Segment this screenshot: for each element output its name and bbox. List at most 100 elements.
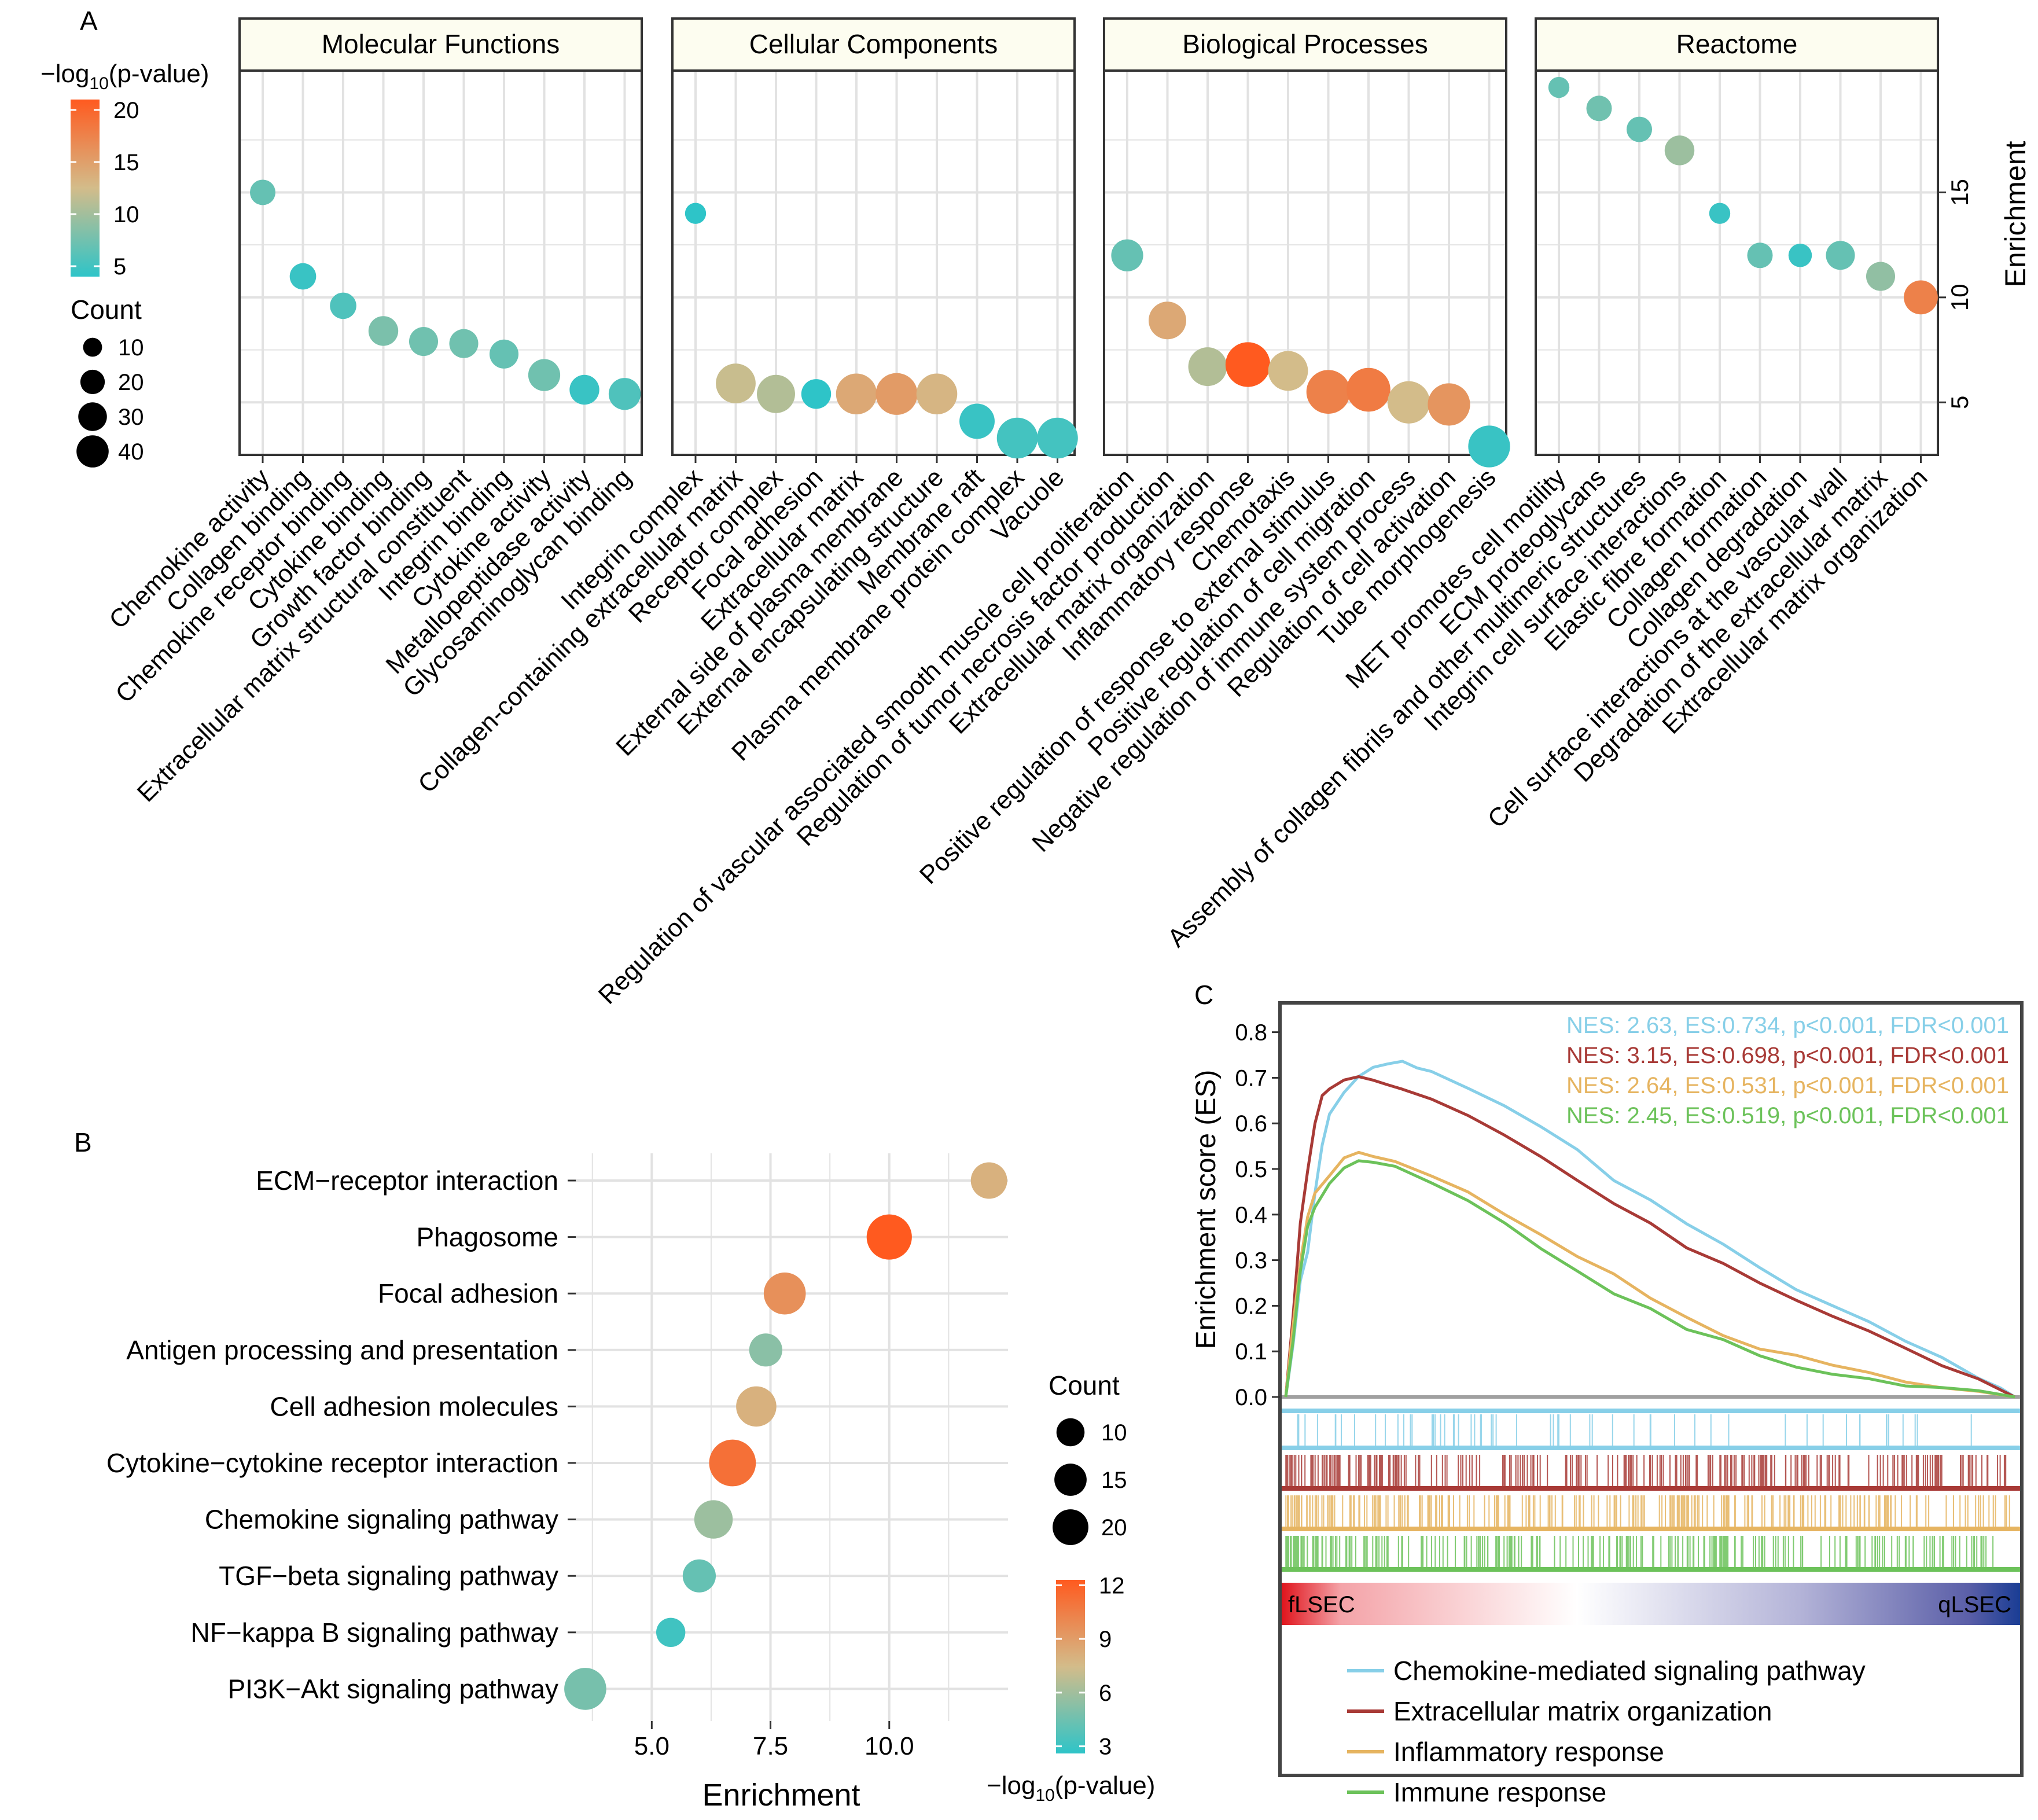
size-legend-dot	[80, 369, 105, 395]
point-2-2	[1188, 347, 1227, 387]
y-tick-label: 0.6	[1235, 1111, 1267, 1137]
point-3-8	[1866, 262, 1896, 291]
color-legend-tick-label: 15	[113, 150, 139, 175]
point-0-0	[250, 179, 275, 205]
color-legend-title: −log10(p-value)	[41, 60, 209, 93]
y-tick-label: Cell adhesion molecules	[270, 1391, 558, 1421]
point-0-7	[528, 359, 561, 391]
point-3-5	[1747, 242, 1773, 269]
y-tick-label: Phagosome	[417, 1222, 559, 1252]
point-1-8	[996, 417, 1038, 459]
point-3-0	[1548, 76, 1570, 98]
point-0-5	[449, 329, 479, 358]
y-tick-label: TGF−beta signaling pathway	[219, 1561, 558, 1591]
panel-b: ECM−receptor interaction Phagosome Focal a…	[106, 1153, 1155, 1812]
size-legend-dot	[1056, 1418, 1085, 1447]
legend-label-3: Immune response	[1393, 1777, 1606, 1807]
es-curve-1	[1284, 1075, 2016, 1399]
color-legend-tick-label: 10	[113, 202, 139, 227]
y-tick-label: Chemokine signaling pathway	[205, 1505, 558, 1535]
point-1-6	[916, 373, 958, 415]
point-2-7	[1387, 381, 1430, 424]
es-curve-2	[1284, 1150, 2015, 1399]
size-legend-label: 10	[118, 335, 144, 361]
point-9	[564, 1668, 606, 1710]
y-tick-label: NF−kappa B signaling pathway	[191, 1617, 558, 1648]
facet-panel-bg	[1536, 71, 1938, 455]
point-0-2	[330, 292, 356, 319]
size-legend-label: 15	[1101, 1468, 1127, 1493]
size-legend-dot	[76, 435, 109, 468]
y-tick-label: 0.3	[1235, 1248, 1267, 1274]
point-1-4	[836, 373, 877, 415]
point-3-1	[1586, 95, 1612, 122]
y-tick-label: Focal adhesion	[378, 1278, 558, 1308]
facet-title: Cellular Components	[749, 29, 998, 59]
color-legend-title-sub: 10	[89, 74, 108, 93]
facet-strip	[671, 17, 1076, 72]
point-1-7	[959, 403, 995, 439]
es-curve-0	[1284, 1060, 2016, 1399]
point-2-8	[1428, 383, 1470, 426]
point-0-8	[569, 374, 599, 405]
size-legend-label: 20	[1101, 1515, 1127, 1540]
y-axis-label: Enrichment score (ES)	[1191, 1070, 1222, 1350]
size-legend-title: Count	[71, 295, 142, 325]
stats-3: NES: 2.45, ES:0.519, p<0.001, FDR<0.001	[1566, 1103, 2009, 1128]
color-legend-bar	[1056, 1580, 1085, 1753]
point-5	[709, 1439, 756, 1487]
point-2-4	[1268, 351, 1308, 391]
gradient-label-left: fLSEC	[1288, 1592, 1355, 1617]
y-tick-label: 0.1	[1235, 1339, 1267, 1365]
x-tick-label: 7.5	[753, 1732, 788, 1760]
point-3-7	[1826, 241, 1855, 270]
y-tick-label: 0.8	[1235, 1020, 1267, 1046]
y-tick-label: ECM−receptor interaction	[256, 1165, 558, 1196]
y-tick-label: Antigen processing and presentation	[126, 1335, 558, 1365]
point-2	[763, 1272, 806, 1315]
y-tick-label: 0.0	[1235, 1385, 1267, 1410]
es-curve-3	[1284, 1159, 2015, 1399]
color-legend-tick-label: 5	[113, 254, 126, 280]
rank-gradient	[1282, 1583, 2020, 1625]
facet-strip	[1535, 17, 1939, 72]
color-legend-tick-label: 3	[1099, 1734, 1112, 1760]
hit-ticks-3	[1285, 1536, 1994, 1569]
point-1-0	[685, 203, 707, 224]
y-tick-label: 15	[1946, 179, 1973, 206]
point-4	[736, 1386, 777, 1427]
y-tick-label: 10	[1946, 284, 1973, 311]
color-legend-tick-label: 9	[1099, 1627, 1112, 1652]
point-2-1	[1149, 302, 1186, 340]
size-legend-dot	[1054, 1464, 1087, 1496]
size-legend-label: 40	[118, 439, 144, 465]
point-3	[749, 1333, 782, 1367]
facet-title: Biological Processes	[1182, 29, 1428, 59]
facet-border	[238, 69, 643, 456]
x-tick-label: 10.0	[865, 1732, 914, 1760]
point-1	[866, 1214, 912, 1260]
point-7	[682, 1559, 716, 1593]
color-legend-tick-label: 20	[113, 98, 139, 123]
legend-label-0: Chemokine-mediated signaling pathway	[1393, 1656, 1866, 1686]
point-0-1	[289, 263, 317, 290]
legend-label-1: Extracellular matrix organization	[1393, 1696, 1772, 1726]
y-tick-label: 0.5	[1235, 1157, 1267, 1182]
point-0-9	[608, 378, 641, 410]
hit-ticks-2	[1285, 1495, 2010, 1529]
point-2-0	[1111, 239, 1143, 271]
color-legend-tick-label: 6	[1099, 1681, 1112, 1706]
size-legend-dot	[78, 402, 107, 431]
size-legend-dot	[1053, 1509, 1088, 1545]
point-3-4	[1709, 203, 1731, 224]
y-axis-label: Enrichment	[1999, 141, 2032, 287]
panel-label-c: C	[1194, 980, 1213, 1010]
hit-ticks-0	[1297, 1414, 1972, 1448]
point-3-2	[1627, 116, 1652, 142]
gradient-label-right: qLSEC	[1938, 1592, 2011, 1617]
point-2-5	[1306, 370, 1351, 414]
point-2-6	[1347, 367, 1390, 412]
